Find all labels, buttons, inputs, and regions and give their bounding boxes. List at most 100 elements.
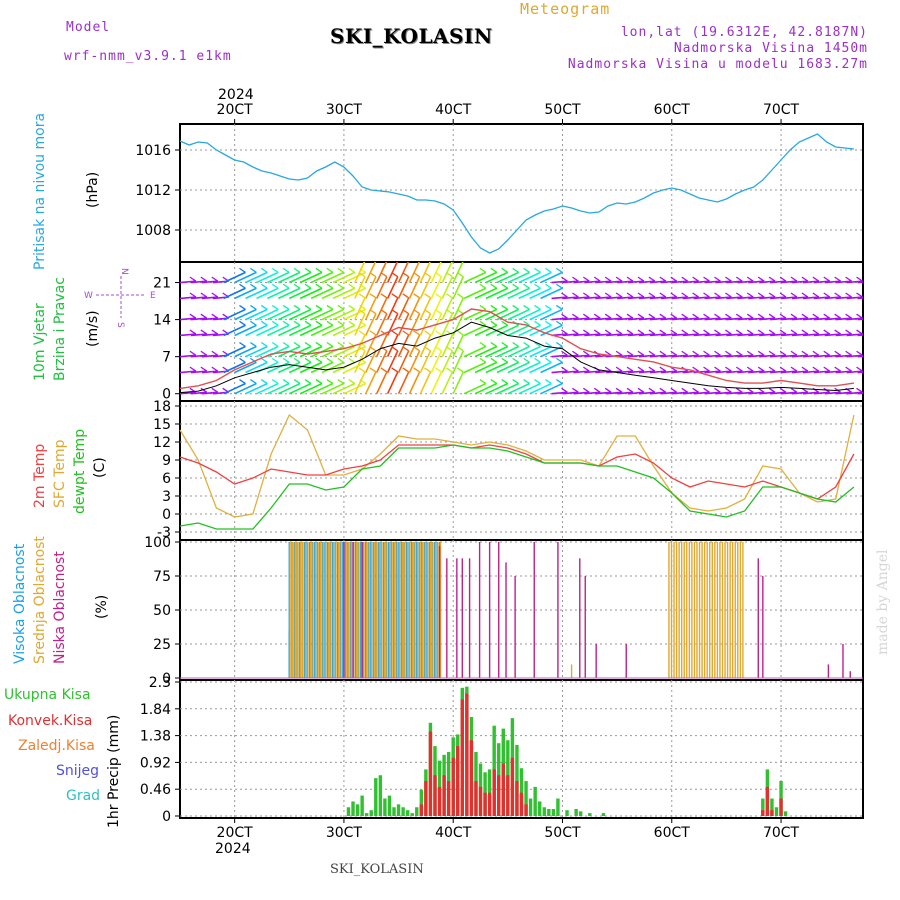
wind-barb bbox=[413, 309, 420, 315]
wind-barb bbox=[260, 267, 268, 273]
wind-barb bbox=[348, 283, 356, 289]
wind-barb bbox=[649, 370, 666, 374]
wind-barb bbox=[627, 391, 645, 395]
wind-barb bbox=[441, 313, 454, 336]
wind-barb bbox=[441, 334, 454, 357]
wind-barb bbox=[551, 354, 568, 358]
wind-barb bbox=[496, 324, 520, 337]
wind-barb bbox=[304, 320, 312, 326]
wind-barb bbox=[180, 391, 197, 395]
wind-barb bbox=[375, 276, 388, 299]
wind-barb bbox=[424, 330, 431, 336]
wind-barb bbox=[354, 262, 366, 283]
wind-barb bbox=[386, 371, 399, 395]
wind-barb bbox=[375, 371, 388, 395]
wind-barb bbox=[425, 257, 431, 261]
wind-barb bbox=[704, 391, 721, 395]
wind-barb bbox=[573, 333, 590, 337]
wind-barb bbox=[660, 317, 677, 321]
wind-barb bbox=[200, 366, 208, 372]
precip-conv-bar bbox=[469, 740, 474, 816]
wind-barb bbox=[365, 350, 377, 373]
wind-barb bbox=[310, 361, 334, 374]
bottom-year: 2024 bbox=[215, 841, 251, 857]
wind-barb bbox=[746, 292, 754, 298]
wind-barb bbox=[867, 367, 873, 371]
y-tick-label: 100 bbox=[144, 535, 171, 551]
wind-barb bbox=[256, 382, 279, 395]
wind-unit: (m/s) bbox=[85, 310, 101, 347]
wind-barb bbox=[474, 287, 498, 300]
wind-barb bbox=[659, 292, 667, 298]
wind-barb bbox=[540, 361, 563, 374]
wind-barb bbox=[737, 280, 754, 284]
wind-barb bbox=[245, 324, 268, 337]
wind-barb bbox=[582, 276, 590, 282]
wind-barb bbox=[737, 333, 754, 337]
wind-barb bbox=[779, 366, 787, 372]
wind-barb bbox=[670, 387, 678, 393]
wind-barb bbox=[626, 350, 634, 356]
wind-barb bbox=[282, 283, 290, 289]
precip-bar bbox=[351, 801, 355, 816]
wind-barb bbox=[315, 304, 323, 310]
wind-barb bbox=[617, 370, 634, 374]
wind-barb bbox=[545, 304, 552, 310]
wind-barb bbox=[397, 334, 410, 357]
wind-barb bbox=[779, 276, 787, 282]
wind-barb bbox=[337, 341, 345, 348]
wind-barb bbox=[856, 329, 863, 335]
wind-barb bbox=[593, 387, 601, 393]
wind-barb bbox=[223, 382, 246, 395]
wind-barb bbox=[337, 283, 345, 289]
wind-barb bbox=[408, 262, 420, 283]
wind-barb bbox=[846, 370, 863, 374]
y-tick-label: 14 bbox=[153, 313, 171, 329]
wind-barb bbox=[507, 382, 530, 395]
wind-barb bbox=[725, 292, 732, 298]
wind-barb bbox=[310, 287, 334, 300]
wind-barb bbox=[682, 354, 699, 358]
wind-barb bbox=[523, 357, 530, 363]
precip-bar bbox=[519, 768, 524, 816]
wind-barb bbox=[413, 272, 420, 278]
wind-barb bbox=[746, 329, 754, 335]
precip-snow-label: Snijeg bbox=[56, 763, 99, 779]
wind-barb bbox=[812, 329, 820, 335]
wind-barb bbox=[617, 333, 634, 337]
wind-subtitle: Brzina i Pravac bbox=[52, 277, 68, 381]
wind-barb bbox=[534, 357, 541, 363]
wind-barb bbox=[604, 366, 612, 372]
wind-barb bbox=[604, 387, 612, 393]
wind-barb bbox=[190, 317, 207, 321]
wind-barb bbox=[617, 280, 634, 284]
wind-barb bbox=[780, 391, 798, 395]
wind-barb bbox=[604, 292, 612, 298]
precip-conv-bar bbox=[419, 804, 424, 816]
wind-barb bbox=[824, 317, 841, 321]
precip-bar bbox=[392, 807, 396, 816]
wind-barb bbox=[746, 350, 754, 356]
wind-barb bbox=[671, 370, 688, 374]
wind-barb bbox=[354, 334, 366, 357]
wind-barb bbox=[845, 313, 852, 319]
wind-barb bbox=[582, 292, 590, 298]
wind-barb bbox=[474, 382, 498, 395]
wind-barb bbox=[369, 309, 377, 315]
wind-barb bbox=[572, 387, 579, 393]
wind-barb bbox=[604, 350, 612, 356]
wind-barb bbox=[201, 280, 218, 284]
wind-barb bbox=[540, 271, 563, 284]
wind-barb bbox=[584, 354, 601, 358]
wind-barb bbox=[315, 320, 323, 326]
precip-conv-bar bbox=[779, 798, 783, 816]
wind-barb bbox=[391, 272, 399, 278]
precip-bar bbox=[374, 778, 378, 816]
wind-barb bbox=[485, 382, 509, 395]
wind-barb bbox=[271, 357, 279, 363]
wind-barb bbox=[682, 296, 699, 300]
wind-barb bbox=[260, 283, 268, 289]
wind-barb bbox=[626, 329, 634, 335]
precip-conv-bar bbox=[506, 775, 510, 816]
wind-barb bbox=[735, 313, 743, 319]
